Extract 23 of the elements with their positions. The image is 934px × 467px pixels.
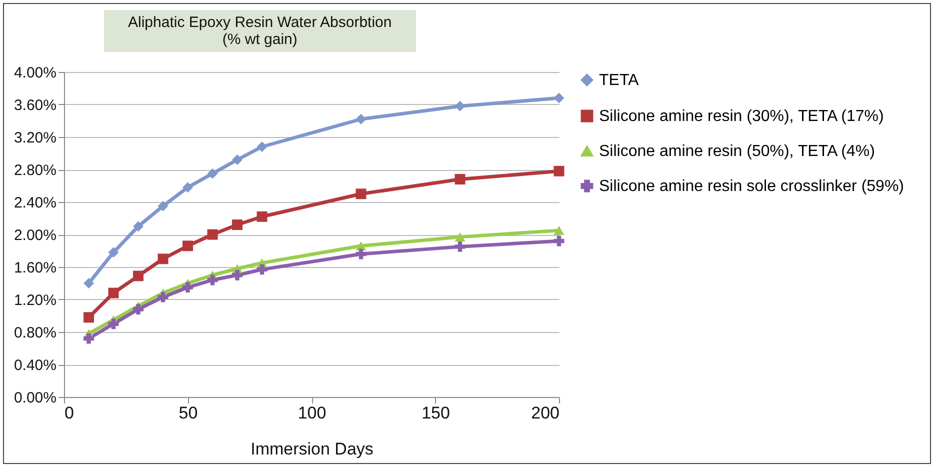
y-tick-label: 1.20% <box>14 292 56 309</box>
x-tick-label: 0 <box>64 404 74 422</box>
x-tick-label: 100 <box>298 404 326 422</box>
y-tick-label: 2.40% <box>14 194 56 212</box>
x-tick-label: 50 <box>178 404 198 422</box>
legend-label: TETA <box>599 72 640 89</box>
chart-subtitle: (% wt gain) <box>221 31 298 48</box>
y-tick-label: 3.60% <box>14 97 56 114</box>
legend-label: Silicone amine resin (30%), TETA (17%) <box>599 108 884 125</box>
y-tick-label: 2.00% <box>14 227 56 244</box>
y-tick-label: 3.20% <box>14 130 56 146</box>
y-tick-label: 0.40% <box>14 357 56 374</box>
y-tick-label: 0.80% <box>14 324 56 342</box>
legend-label: Silicone amine resin sole crosslinker (59%) <box>599 178 904 195</box>
y-tick-label: 2.80% <box>14 162 56 179</box>
chart-title: Aliphatic Epoxy Resin Water Absorbtion <box>128 14 392 31</box>
y-tick-label: 1.60% <box>14 260 56 276</box>
y-tick-label: 0.00% <box>14 390 56 406</box>
x-axis-title: Immersion Days <box>250 440 374 458</box>
legend-label: Silicone amine resin (50%), TETA (4%) <box>599 143 875 160</box>
x-tick-label: 150 <box>422 404 450 422</box>
x-tick-label: 200 <box>531 404 560 422</box>
y-tick-label: 4.00% <box>14 64 56 82</box>
